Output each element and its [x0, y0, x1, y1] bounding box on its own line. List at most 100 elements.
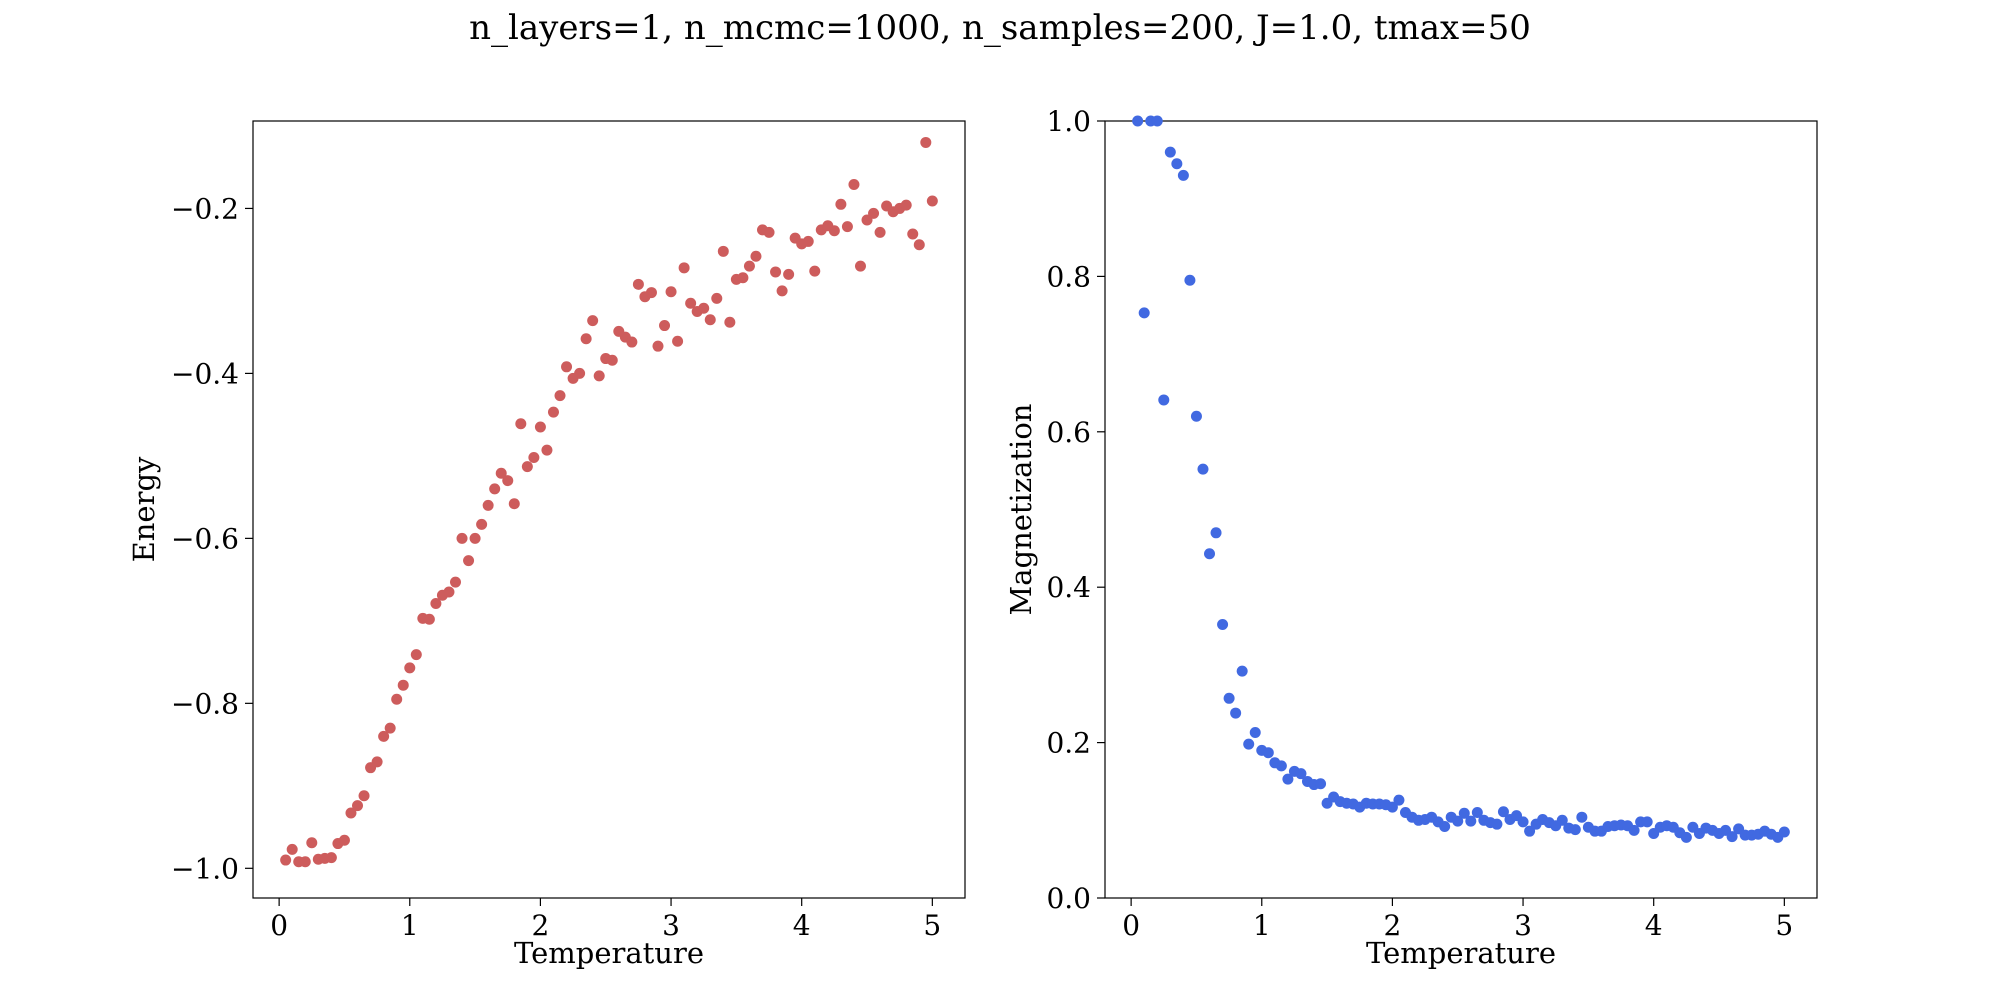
energy-data-point [371, 756, 383, 768]
energy-y-axis-label: Energy [127, 456, 161, 562]
energy-x-tick-label: 1 [401, 909, 419, 942]
magnetization-data-point [1236, 665, 1248, 677]
magnetization-data-point [1190, 410, 1202, 422]
energy-data-point [737, 272, 749, 284]
magnetization-data-point [1184, 274, 1196, 286]
energy-data-point [593, 370, 605, 382]
energy-data-point [469, 532, 481, 544]
energy-data-point [489, 483, 501, 495]
magnetization-data-point [1471, 807, 1483, 819]
magnetization-data-point [1132, 115, 1144, 127]
energy-data-point [770, 266, 782, 278]
energy-data-point [659, 320, 671, 332]
energy-data-point [698, 302, 710, 314]
magnetization-data-point [1262, 747, 1274, 759]
energy-data-point [476, 518, 488, 530]
magnetization-data-point [1164, 146, 1176, 158]
energy-data-point [652, 340, 664, 352]
energy-x-tick-label: 2 [531, 909, 549, 942]
magnetization-y-axis-label: Magnetization [1004, 404, 1038, 616]
magnetization-data-point [1680, 831, 1692, 843]
energy-data-point [913, 239, 925, 251]
magnetization-data-point [1138, 307, 1150, 319]
energy-data-point [724, 316, 736, 328]
magnetization-data-point [1210, 527, 1222, 539]
magnetization-data-point [1223, 692, 1235, 704]
magnetization-x-tick-label: 0 [1122, 909, 1140, 942]
magnetization-x-tick-label: 2 [1383, 909, 1401, 942]
magnetization-data-point [1177, 169, 1189, 181]
magnetization-data-point [1217, 618, 1229, 630]
energy-data-point [306, 837, 318, 849]
magnetization-data-point [1275, 760, 1287, 772]
energy-data-point [430, 598, 442, 610]
energy-data-point [423, 613, 435, 625]
energy-data-point [665, 286, 677, 298]
magnetization-data-point [1243, 738, 1255, 750]
magnetization-y-tick-label: 0.2 [1046, 727, 1091, 760]
energy-data-point [750, 250, 762, 262]
magnetization-data-point [1230, 707, 1242, 719]
energy-y-tick-label: −0.6 [171, 522, 239, 555]
magnetization-x-tick-label: 4 [1645, 909, 1663, 942]
magnetization-x-axis-label: Temperature [1366, 936, 1556, 970]
energy-data-point [449, 576, 461, 588]
energy-data-point [926, 195, 938, 207]
magnetization-y-tick-label: 0.8 [1046, 260, 1091, 293]
magnetization-panel: 0 1 2 3 4 5 0.0 0.2 0.4 0.6 0.8 1.0 Temperature Magne… [1004, 105, 1818, 970]
magnetization-data-point [1458, 807, 1470, 819]
energy-data-point [704, 314, 716, 326]
magnetization-y-tick-label: 0.0 [1046, 882, 1091, 915]
magnetization-data-point [1726, 831, 1738, 843]
energy-data-point [541, 444, 553, 456]
energy-data-point [280, 854, 292, 866]
energy-data-point [345, 807, 357, 819]
energy-data-point [802, 235, 814, 247]
energy-data-point [325, 852, 337, 864]
energy-data-point [554, 390, 566, 402]
energy-data-point [580, 333, 592, 345]
energy-data-point [626, 336, 638, 348]
energy-data-point [286, 843, 298, 855]
energy-data-point [920, 136, 932, 148]
energy-data-point [352, 800, 364, 812]
energy-data-point [358, 790, 370, 802]
magnetization-data-point [1249, 726, 1261, 738]
energy-data-point [868, 207, 880, 219]
magnetization-data-point [1778, 826, 1790, 838]
energy-data-point [410, 649, 422, 661]
magnetization-data-point [1158, 394, 1170, 406]
magnetization-data-point [1439, 821, 1451, 833]
magnetization-data-point [1576, 811, 1588, 823]
energy-y-tick-label: −1.0 [171, 852, 239, 885]
energy-data-point [547, 406, 559, 418]
energy-data-point [678, 262, 690, 274]
energy-data-point [528, 452, 540, 464]
energy-data-point [378, 730, 390, 742]
energy-data-point [515, 418, 527, 430]
energy-data-point [391, 693, 403, 705]
energy-data-point [835, 198, 847, 210]
energy-data-point [783, 268, 795, 280]
energy-x-axis-label: Temperature [514, 936, 704, 970]
magnetization-data-point [1641, 816, 1653, 828]
magnetization-data-point [1282, 773, 1294, 785]
magnetization-data-point [1171, 158, 1183, 170]
magnetization-data-point [1386, 801, 1398, 813]
magnetization-y-tick-label: 0.4 [1046, 571, 1091, 604]
energy-data-point [404, 662, 416, 674]
energy-data-point [521, 461, 533, 473]
energy-data-point [717, 245, 729, 257]
energy-plot-frame [252, 120, 966, 899]
energy-data-point [685, 297, 697, 309]
energy-data-point [502, 475, 514, 487]
magnetization-data-point [1315, 778, 1327, 790]
energy-data-point [711, 292, 723, 304]
energy-data-point [508, 498, 520, 510]
magnetization-plot-frame [1104, 120, 1818, 899]
energy-data-point [672, 335, 684, 347]
energy-data-point [299, 856, 311, 868]
energy-data-point [776, 285, 788, 297]
